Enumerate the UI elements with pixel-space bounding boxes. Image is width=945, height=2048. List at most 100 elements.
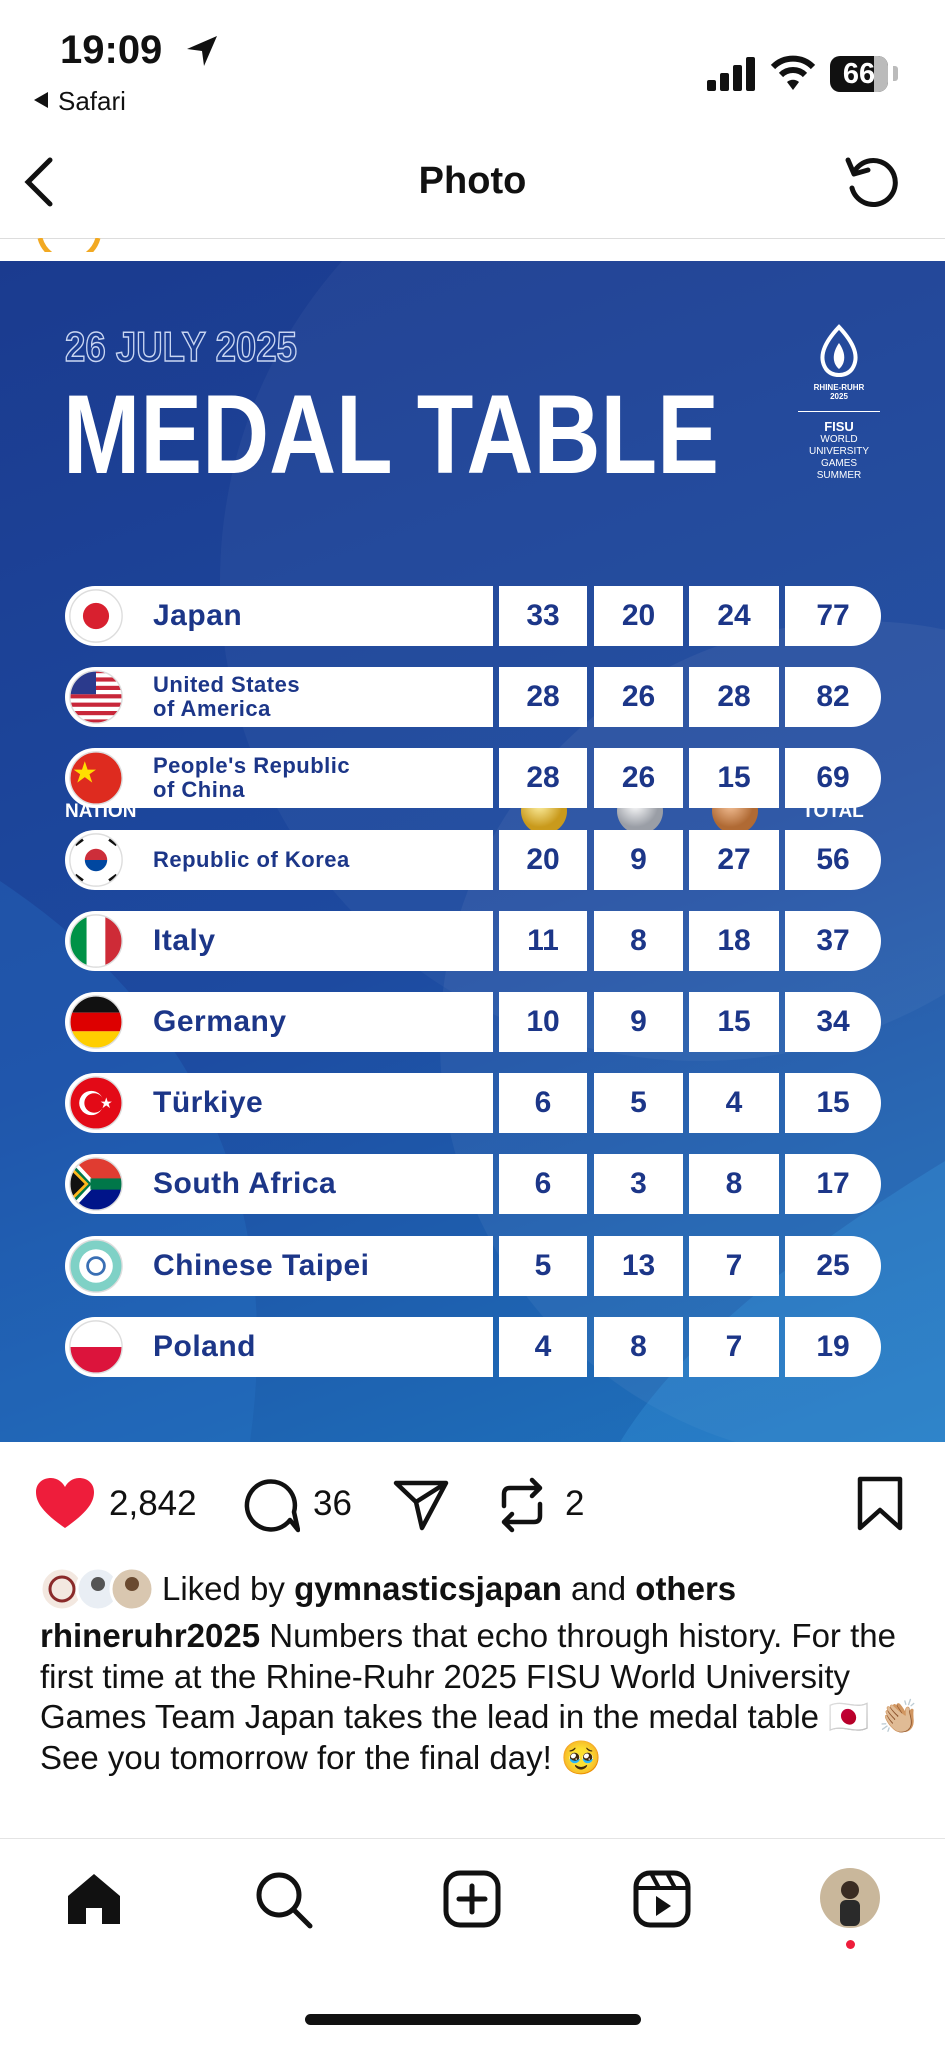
repost-button[interactable]: [496, 1476, 548, 1534]
bronze-count: 27: [689, 829, 779, 890]
flag: [69, 1238, 123, 1293]
gold-count: 4: [499, 1316, 587, 1377]
flag: [69, 1076, 123, 1131]
nav-title: Photo: [418, 160, 527, 202]
total-count: 34: [785, 992, 881, 1052]
liked-by: Liked by gymnasticsjapan and others: [162, 1570, 736, 1608]
post-image[interactable]: 26 JULY 2025 MEDAL TABLE RHINE-RUHR 2025…: [0, 261, 945, 1442]
table-row: Chinese Taipei 5 13 7 25: [65, 1235, 881, 1296]
logo-rule: [798, 411, 880, 412]
comment-count[interactable]: 36: [313, 1484, 352, 1523]
total-count: 25: [785, 1235, 881, 1296]
tab-create[interactable]: [443, 1870, 501, 1928]
flag: [69, 995, 123, 1049]
like-button[interactable]: [34, 1476, 96, 1532]
poster-date: 26 JULY 2025: [65, 323, 297, 370]
caption-text: Numbers that echo through history. For t…: [40, 1617, 920, 1776]
tab-profile[interactable]: [818, 1866, 882, 1930]
silver-count: 9: [594, 992, 683, 1052]
table-row: Türkiye 6 5 4 15: [65, 1073, 881, 1134]
bronze-count: 7: [689, 1235, 779, 1296]
table-row: Republic of Korea 20 9 27 56: [65, 829, 881, 890]
total-count: 15: [785, 1073, 881, 1134]
bronze-count: 15: [689, 992, 779, 1052]
flag: [69, 589, 123, 643]
total-count: 69: [785, 748, 881, 809]
nation-name: Republic of Korea: [65, 829, 493, 890]
nation-name: People's Republic of China: [65, 748, 493, 809]
location-icon: [187, 36, 217, 66]
liked-avatars[interactable]: [38, 1564, 154, 1614]
flag: [69, 670, 123, 725]
gold-count: 10: [499, 992, 587, 1052]
bronze-count: 28: [689, 667, 779, 728]
avatar-edge: [37, 238, 101, 252]
nation-name: Japan: [65, 586, 493, 646]
bronze-count: 18: [689, 910, 779, 971]
tab-divider: [0, 1838, 945, 1839]
table-row: Japan 33 20 24 77: [65, 586, 881, 646]
poster-header: 26 JULY 2025 MEDAL TABLE: [63, 322, 719, 491]
total-count: 17: [785, 1154, 881, 1215]
battery-tip: [893, 66, 898, 81]
nation-name: Italy: [65, 910, 493, 971]
status-time: 19:09: [60, 28, 163, 72]
save-button[interactable]: [856, 1476, 904, 1532]
flag: [69, 751, 123, 806]
battery: 66: [830, 56, 888, 92]
flag: [69, 1157, 123, 1212]
tab-reels[interactable]: [633, 1870, 691, 1928]
gold-count: 33: [499, 586, 587, 646]
back-button[interactable]: [20, 156, 56, 208]
bronze-count: 7: [689, 1316, 779, 1377]
caption: rhineruhr2025 Numbers that echo through …: [40, 1616, 920, 1778]
gold-count: 6: [499, 1073, 587, 1134]
gold-count: 28: [499, 667, 587, 728]
bronze-count: 4: [689, 1073, 779, 1134]
tab-home[interactable]: [64, 1870, 124, 1928]
refresh-button[interactable]: [842, 152, 902, 212]
nation-name: South Africa: [65, 1154, 493, 1215]
home-indicator: [305, 2014, 641, 2025]
logo-event: RHINE-RUHR 2025: [813, 383, 865, 401]
nation-name: Poland: [65, 1316, 493, 1377]
share-button[interactable]: [392, 1478, 450, 1532]
total-count: 19: [785, 1316, 881, 1377]
bronze-count: 15: [689, 748, 779, 809]
total-count: 37: [785, 910, 881, 971]
nation-name: Germany: [65, 992, 493, 1052]
gold-count: 6: [499, 1154, 587, 1215]
poster-title: MEDAL TABLE: [63, 372, 719, 491]
silver-count: 8: [594, 910, 683, 971]
bronze-count: 24: [689, 586, 779, 646]
table-row: Italy 11 8 18 37: [65, 910, 881, 971]
silver-count: 26: [594, 748, 683, 809]
like-count[interactable]: 2,842: [109, 1484, 197, 1523]
comment-button[interactable]: [242, 1476, 300, 1534]
logo-org: FISU: [824, 419, 854, 434]
gold-count: 11: [499, 910, 587, 971]
bronze-count: 8: [689, 1154, 779, 1215]
table-row: South Africa 6 3 8 17: [65, 1154, 881, 1215]
silver-count: 9: [594, 829, 683, 890]
silver-count: 8: [594, 1316, 683, 1377]
total-count: 56: [785, 829, 881, 890]
battery-level: 66: [842, 58, 876, 90]
caption-user[interactable]: rhineruhr2025: [40, 1617, 261, 1654]
tab-search[interactable]: [254, 1870, 314, 1930]
flag: [69, 1319, 123, 1374]
divider: [0, 238, 945, 239]
wifi-icon: [770, 55, 816, 90]
liked-user[interactable]: gymnasticsjapan: [294, 1570, 562, 1607]
back-arrow-small[interactable]: [32, 90, 50, 110]
total-count: 77: [785, 586, 881, 646]
nation-name: United States of America: [65, 667, 493, 728]
back-app[interactable]: Safari: [58, 86, 126, 116]
flag: [69, 832, 123, 887]
liked-joiner: and: [571, 1570, 627, 1607]
gold-count: 20: [499, 829, 587, 890]
silver-count: 20: [594, 586, 683, 646]
liked-others[interactable]: others: [635, 1570, 737, 1607]
repost-count[interactable]: 2: [565, 1484, 585, 1523]
